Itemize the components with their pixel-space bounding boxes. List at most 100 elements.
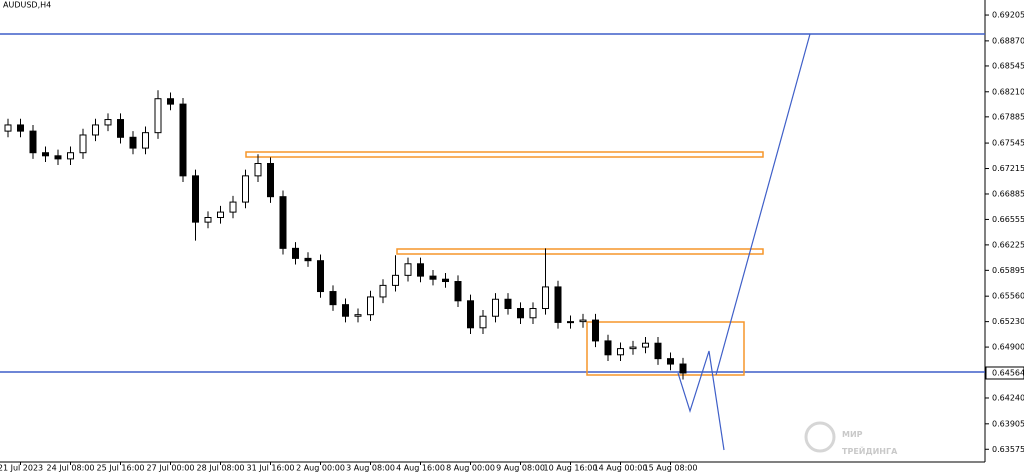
candle-body [604, 340, 612, 356]
x-tick-label: 15 Aug 08:00 [644, 464, 698, 473]
x-tick-label: 3 Aug 08:00 [346, 464, 395, 473]
candle-body [517, 308, 524, 319]
x-tick-label: 10 Aug 16:00 [544, 464, 598, 473]
drawing-objects [0, 33, 985, 451]
current-price-box [985, 366, 1024, 380]
chart-title: AUDUSD,H4 [3, 1, 51, 10]
candle-body [104, 119, 112, 126]
x-tick-label: 14 Aug 00:00 [594, 464, 648, 473]
candle-body [567, 321, 574, 324]
forecast-path [715, 33, 811, 376]
candle-body [404, 263, 412, 276]
x-tick-label: 9 Aug 08:00 [496, 464, 545, 473]
y-tick-label: 0.65895 [992, 266, 1024, 275]
x-tick-label: 28 Jul 08:00 [197, 464, 245, 473]
y-tick-label: 0.64900 [992, 343, 1024, 352]
y-tick-label: 0.67885 [992, 112, 1024, 121]
candle-body [292, 247, 299, 259]
candle-body [229, 201, 237, 213]
y-tick-label: 0.66555 [992, 215, 1024, 224]
candle-body [17, 124, 24, 132]
x-tick-label: 8 Aug 00:00 [446, 464, 495, 473]
candle-body [467, 300, 474, 329]
y-tick-label: 0.67215 [992, 164, 1024, 173]
y-tick-label: 0.65230 [992, 317, 1024, 326]
y-tick-label: 0.66225 [992, 240, 1024, 249]
candle-body [629, 346, 637, 350]
y-tick-label: 0.66885 [992, 189, 1024, 198]
candle-body [342, 304, 349, 317]
candle-body [304, 257, 312, 262]
y-tick-label: 0.67545 [992, 139, 1024, 148]
candle-body [454, 281, 462, 302]
candle-body [42, 152, 49, 157]
candle-body [154, 98, 162, 134]
candle-body [142, 132, 149, 149]
candle-body [254, 163, 262, 177]
candle-body [79, 134, 87, 154]
y-tick-label: 0.68545 [992, 61, 1024, 70]
y-tick-label: 0.64240 [992, 393, 1024, 402]
candle-body [642, 342, 649, 348]
candle-body [379, 284, 387, 298]
candle-body [367, 296, 374, 316]
candle-body [92, 124, 99, 136]
candle-body [617, 348, 624, 356]
x-tick-label: 21 Jul 2023 [0, 464, 43, 473]
candle-body [554, 286, 562, 323]
watermark [804, 421, 836, 453]
x-tick-label: 25 Jul 16:00 [97, 464, 145, 473]
current-price-label: 0.64564 [992, 368, 1024, 377]
x-tick-label: 2 Aug 00:00 [296, 464, 345, 473]
candle-body [492, 298, 499, 317]
watermark-text: ТРЕЙДИНГА [842, 445, 898, 456]
candle-body [654, 342, 662, 360]
candle-body [354, 314, 362, 317]
candle-body [54, 155, 62, 160]
candle-body [29, 130, 37, 154]
candle-body [317, 260, 324, 293]
candle-body [4, 124, 12, 132]
y-tick-label: 0.63905 [992, 419, 1024, 428]
watermark-logo [804, 421, 836, 453]
candle-body [167, 98, 174, 105]
candle-body [267, 163, 274, 198]
zone-box [245, 151, 764, 158]
candle-body [504, 298, 512, 310]
x-tick-label: 4 Aug 16:00 [396, 464, 445, 473]
candle-body [217, 211, 224, 219]
candle-body [479, 315, 487, 329]
candle-body [179, 103, 187, 177]
x-tick-label: 24 Jul 08:00 [47, 464, 95, 473]
watermark-text: МИР [842, 430, 863, 439]
candle-body [204, 217, 212, 223]
candle-body [417, 263, 424, 277]
candle-body [279, 196, 287, 249]
candle-body [679, 363, 687, 374]
y-tick-label: 0.68210 [992, 87, 1024, 96]
y-tick-label: 0.65560 [992, 292, 1024, 301]
zone-box [586, 321, 745, 376]
candle-body [442, 278, 449, 283]
zone-box [396, 248, 764, 255]
forecast-path [677, 350, 725, 451]
candle-body [429, 275, 437, 280]
y-tick-label: 0.68870 [992, 36, 1024, 45]
candle-body [579, 319, 587, 323]
candle-body [542, 286, 549, 310]
candle-body [392, 274, 399, 286]
candle-body [67, 152, 74, 160]
candle-body [192, 175, 199, 223]
candle-body [529, 308, 537, 319]
candle-body [117, 119, 124, 138]
candle-body [329, 291, 337, 306]
x-tick-label: 31 Jul 16:00 [247, 464, 295, 473]
y-tick-label: 0.63575 [992, 445, 1024, 454]
x-tick-label: 27 Jul 00:00 [147, 464, 195, 473]
y-tick-label: 0.69205 [992, 11, 1024, 20]
candle-body [242, 175, 249, 203]
candle-body [129, 136, 137, 149]
candle-body [667, 358, 674, 365]
